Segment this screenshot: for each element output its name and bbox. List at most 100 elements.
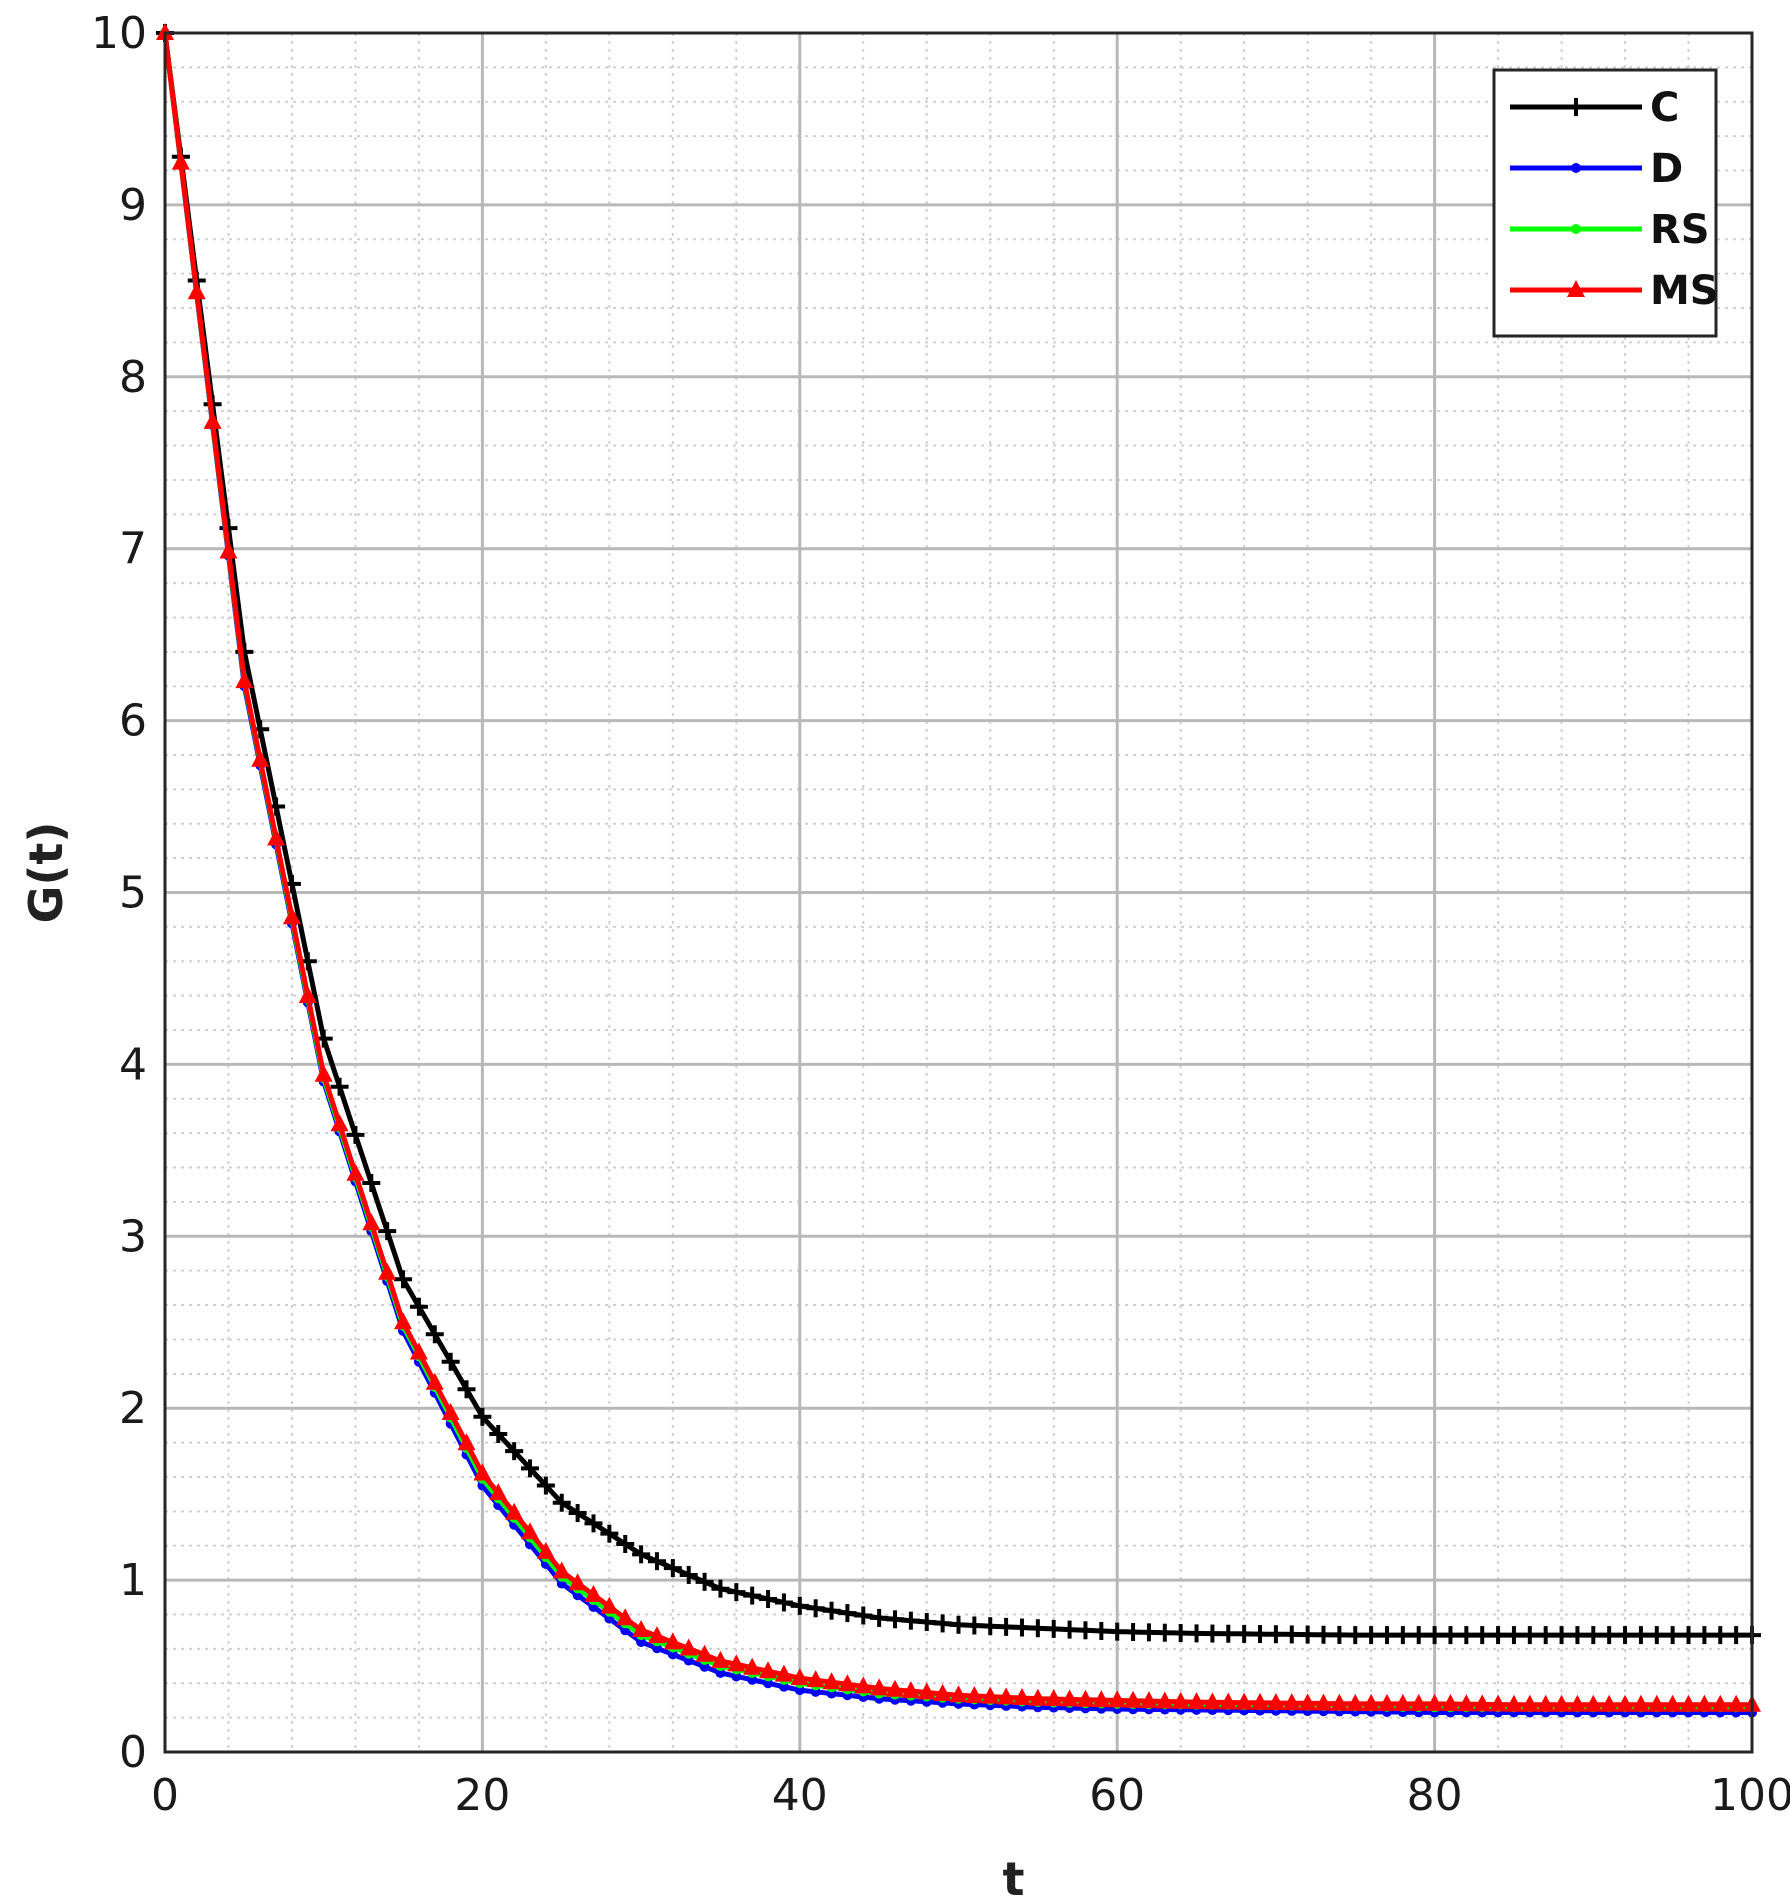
data-point <box>854 1676 873 1694</box>
y-axis-title: G(t) <box>19 822 73 924</box>
data-point <box>1076 1689 1095 1707</box>
legend-swatch-marker <box>1567 280 1585 297</box>
data-point <box>1060 1620 1079 1639</box>
data-point <box>1457 1694 1476 1712</box>
data-point <box>1362 1626 1381 1645</box>
data-point <box>822 1672 841 1690</box>
data-point <box>683 1655 694 1666</box>
axis-frame <box>163 31 1754 1754</box>
data-point <box>997 1617 1016 1636</box>
data-point <box>917 1613 936 1632</box>
data-point <box>949 1685 968 1703</box>
data-point <box>1314 1693 1333 1711</box>
data-point <box>1187 1624 1206 1643</box>
legend-entry-d: D <box>1510 146 1683 192</box>
data-point <box>1330 1693 1349 1711</box>
data-point <box>1219 1624 1238 1643</box>
data-point <box>1568 1694 1587 1712</box>
data-point <box>1298 1625 1317 1644</box>
data-point <box>711 1650 730 1668</box>
data-point <box>1441 1694 1460 1712</box>
data-point <box>632 1545 651 1564</box>
data-point <box>409 1297 428 1316</box>
data-point <box>1536 1694 1555 1712</box>
data-point <box>378 1262 397 1280</box>
data-point <box>505 1502 524 1520</box>
data-point <box>171 152 190 170</box>
y-tick-label: 7 <box>119 524 147 575</box>
data-point <box>1409 1626 1428 1645</box>
y-tick-label: 9 <box>119 180 147 231</box>
data-point <box>886 1610 905 1629</box>
data-point <box>457 1433 476 1451</box>
y-tick-label: 3 <box>119 1211 147 1262</box>
series-markers-ms <box>156 23 1761 1712</box>
y-tick-label: 4 <box>119 1039 147 1090</box>
data-point <box>1600 1694 1619 1712</box>
series-markers-c <box>156 24 1761 1645</box>
data-point <box>806 1599 825 1618</box>
data-point <box>1457 1626 1476 1645</box>
data-point <box>1346 1693 1365 1711</box>
data-point <box>521 1522 540 1540</box>
data-point <box>441 1352 460 1371</box>
data-point <box>1600 1626 1619 1645</box>
legend-label: C <box>1650 85 1679 131</box>
data-point <box>981 1686 1000 1704</box>
data-point <box>1203 1692 1222 1710</box>
legend-swatch-marker <box>1571 163 1581 173</box>
data-point <box>187 282 206 300</box>
data-point <box>425 1372 444 1390</box>
data-point <box>1155 1691 1174 1709</box>
y-tick-label: 2 <box>119 1383 147 1434</box>
grid <box>163 31 1754 1754</box>
data-point <box>901 1611 920 1630</box>
data-point <box>441 1403 460 1421</box>
legend-entry-ms: MS <box>1510 268 1719 314</box>
data-point <box>1647 1694 1666 1712</box>
x-tick-label: 0 <box>151 1770 179 1821</box>
data-point <box>425 1325 444 1344</box>
data-point <box>298 985 317 1003</box>
data-point <box>838 1604 857 1623</box>
data-point <box>1346 1626 1365 1645</box>
legend-entry-c: C <box>1510 85 1679 131</box>
data-point <box>1504 1626 1523 1645</box>
legend-label: D <box>1650 146 1683 192</box>
data-point <box>731 1671 742 1682</box>
data-point <box>1536 1626 1555 1645</box>
data-point <box>1092 1621 1111 1640</box>
data-point <box>1139 1623 1158 1642</box>
data-point <box>1362 1693 1381 1711</box>
data-point <box>790 1668 809 1686</box>
data-point <box>1473 1694 1492 1712</box>
data-point <box>219 541 238 559</box>
data-point <box>1377 1626 1396 1645</box>
data-point <box>1203 1624 1222 1643</box>
data-point <box>600 1596 619 1614</box>
y-tick-label: 0 <box>119 1727 147 1778</box>
y-tick-label: 10 <box>91 8 147 59</box>
data-point <box>394 1312 413 1330</box>
data-point <box>759 1661 778 1679</box>
data-point <box>584 1514 603 1533</box>
data-point <box>1155 1623 1174 1642</box>
data-point <box>1044 1619 1063 1638</box>
data-point <box>695 1572 714 1591</box>
data-point <box>1377 1693 1396 1711</box>
data-point <box>1092 1690 1111 1708</box>
data-point <box>774 1664 793 1682</box>
data-point <box>997 1687 1016 1705</box>
data-point <box>901 1681 920 1699</box>
data-point <box>778 1681 789 1692</box>
data-point <box>1663 1626 1682 1645</box>
data-point <box>743 1586 762 1605</box>
data-point <box>1663 1694 1682 1712</box>
data-point <box>330 1077 349 1096</box>
data-point <box>1425 1693 1444 1711</box>
data-point <box>1393 1626 1412 1645</box>
data-point <box>917 1682 936 1700</box>
data-point <box>1441 1626 1460 1645</box>
data-point <box>1076 1621 1095 1640</box>
